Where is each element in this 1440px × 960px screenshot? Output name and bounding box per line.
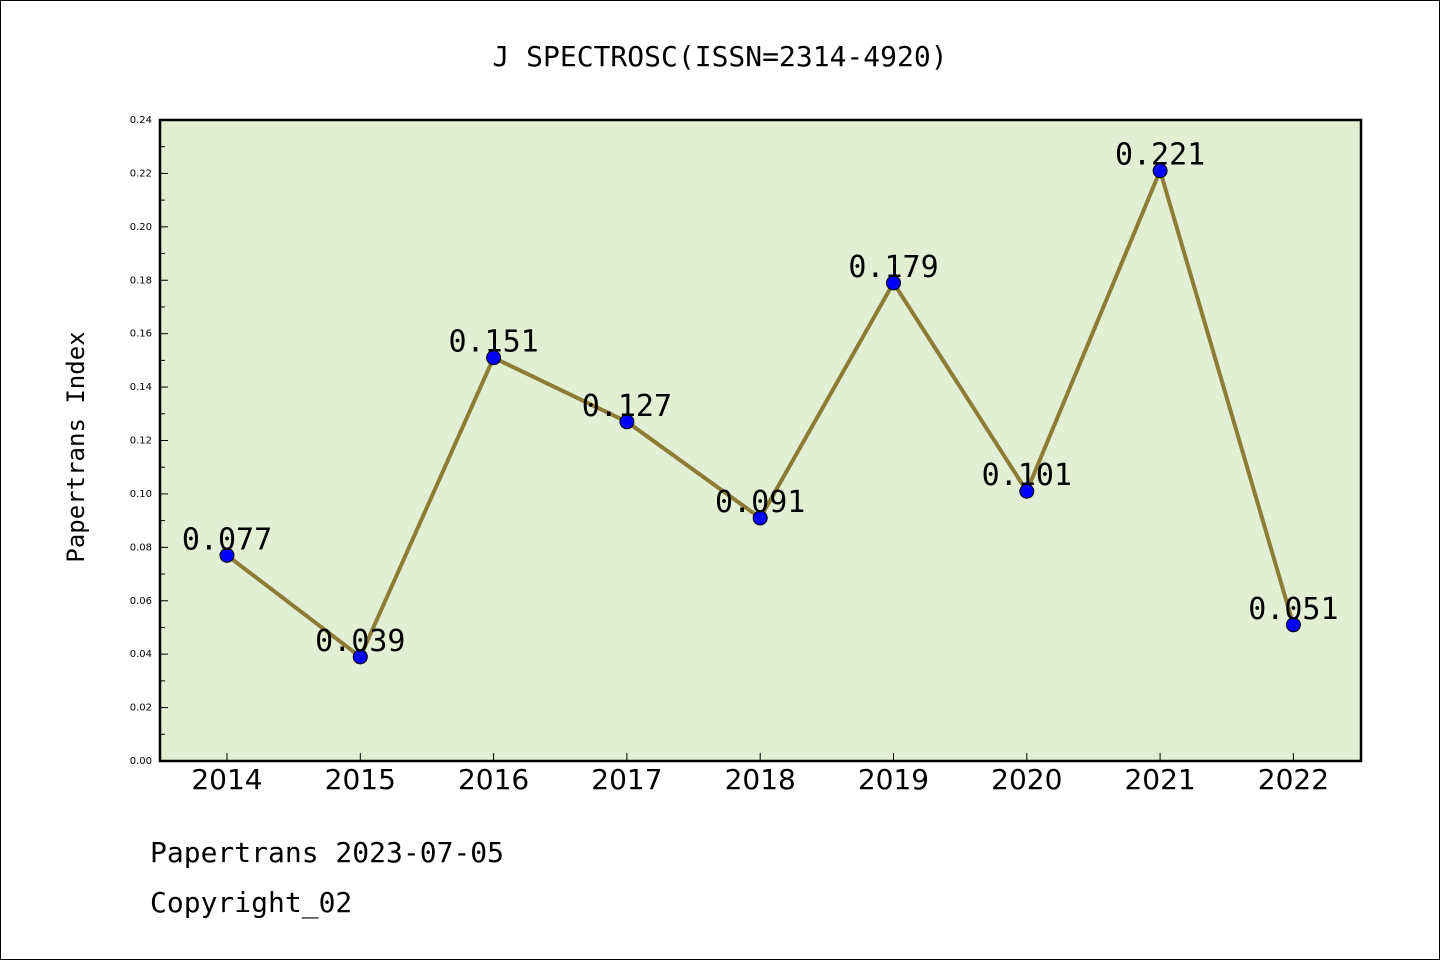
data-label: 0.039 (315, 624, 405, 659)
y-tick-label: 0.04 (130, 649, 152, 660)
x-tick-label: 2021 (1124, 763, 1195, 796)
data-label: 0.091 (715, 485, 805, 520)
data-label: 0.221 (1115, 138, 1205, 173)
y-tick-label: 0.16 (130, 329, 152, 340)
data-point (1285, 617, 1301, 633)
data-label: 0.179 (848, 250, 938, 285)
data-point (886, 275, 901, 291)
y-tick-label: 0.14 (130, 382, 152, 393)
x-tick-label: 2016 (458, 763, 529, 796)
y-tick-label: 0.24 (130, 115, 152, 126)
y-tick-label: 0.10 (130, 489, 152, 500)
y-tick-label: 0.02 (130, 703, 152, 714)
x-tick-label: 2020 (991, 763, 1062, 796)
x-tick-label: 2014 (191, 763, 262, 796)
y-tick-label: 0.08 (130, 542, 152, 553)
data-point (619, 414, 635, 430)
y-tick-label: 0.06 (130, 596, 152, 607)
y-tick-label: 0.12 (130, 436, 152, 447)
series-group (219, 163, 1301, 665)
x-tick-label: 2019 (858, 763, 929, 796)
y-axis-label: Papertrans Index (62, 331, 90, 562)
data-point (1019, 483, 1035, 499)
data-point (219, 547, 235, 563)
x-tick-label: 2018 (725, 763, 796, 796)
y-tick-label: 0.00 (130, 756, 152, 767)
chart-title: J SPECTROSC(ISSN=2314-4920) (492, 40, 947, 73)
y-tick-label: 0.18 (130, 275, 152, 286)
data-point (352, 649, 368, 665)
y-axis: 0.00 0.02 0.04 0.06 0.08 0.10 0.12 0.14 0.16 0.18… (130, 115, 168, 767)
x-axis: 2014 2015 2016 2017 2018 2019 2020 2021 2022 (191, 753, 1329, 796)
x-tick-label: 2015 (325, 763, 396, 796)
data-label: 0.101 (982, 458, 1072, 493)
data-point (1152, 163, 1168, 179)
x-tick-label: 2022 (1258, 763, 1329, 796)
data-labels: 0.077 0.039 0.151 0.127 0.091 0.179 0.101 0.221… (182, 138, 1339, 659)
data-point (752, 510, 768, 526)
footer-copyright: Copyright_02 (150, 886, 353, 919)
data-point (486, 350, 502, 366)
plot-area (158, 118, 1363, 763)
data-label: 0.077 (182, 522, 272, 557)
data-label: 0.051 (1248, 592, 1338, 627)
data-label: 0.151 (448, 325, 538, 360)
footer-stamp: Papertrans 2023-07-05 (150, 836, 505, 869)
x-tick-label: 2017 (591, 763, 662, 796)
data-label: 0.127 (582, 389, 672, 424)
y-tick-label: 0.22 (130, 168, 152, 179)
y-tick-label: 0.20 (130, 222, 152, 233)
